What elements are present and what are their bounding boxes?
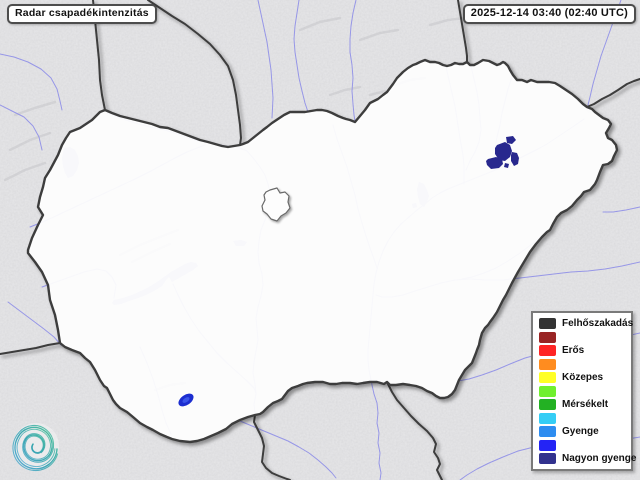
map-title: Radar csapadékintenzitás <box>7 4 157 24</box>
legend-label: Erős <box>562 345 585 357</box>
legend-row <box>539 358 631 372</box>
legend-swatch <box>539 399 556 411</box>
legend-row <box>539 331 631 345</box>
spiral-logo-icon <box>12 423 59 472</box>
river-mura <box>7 301 62 346</box>
legend-swatch <box>539 453 556 465</box>
river-ipoly <box>293 0 311 116</box>
budapest-outline <box>261 187 291 222</box>
legend-row: Erős <box>539 344 631 358</box>
legend-swatch <box>539 358 556 370</box>
legend-swatch <box>539 318 556 330</box>
legend-swatch <box>539 372 556 384</box>
legend-label: Felhőszakadás <box>562 318 634 330</box>
legend-row: Nagyon gyenge <box>539 452 636 466</box>
legend-swatch <box>539 331 556 343</box>
legend-swatch <box>539 412 556 424</box>
legend-label: Gyenge <box>562 426 599 438</box>
legend-swatch <box>539 439 556 451</box>
legend: Felhőszakadás Erős Közepes Mérsékelt Gye… <box>531 311 636 471</box>
map-title-text: Radar csapadékintenzitás <box>15 7 149 19</box>
legend-row <box>539 412 631 426</box>
legend-swatch <box>539 345 556 357</box>
legend-label: Mérsékelt <box>562 399 609 411</box>
legend-row: Gyenge <box>539 425 631 439</box>
legend-swatch <box>539 426 556 438</box>
precipitation-south <box>178 393 194 407</box>
map-timestamp-text: 2025-12-14 03:40 (02:40 UTC) <box>470 7 628 19</box>
legend-row <box>539 385 631 399</box>
legend-row: Közepes <box>539 371 631 385</box>
legend-label: Közepes <box>562 372 604 384</box>
river-drava <box>239 420 337 479</box>
legend-row <box>539 439 631 453</box>
legend-label: Nagyon gyenge <box>562 453 637 465</box>
map-timestamp: 2025-12-14 03:40 (02:40 UTC) <box>462 4 636 24</box>
legend-row: Mérsékelt <box>539 398 631 412</box>
legend-row: Felhőszakadás <box>539 317 634 331</box>
legend-swatch <box>539 385 556 397</box>
precipitation-northeast <box>486 136 519 169</box>
